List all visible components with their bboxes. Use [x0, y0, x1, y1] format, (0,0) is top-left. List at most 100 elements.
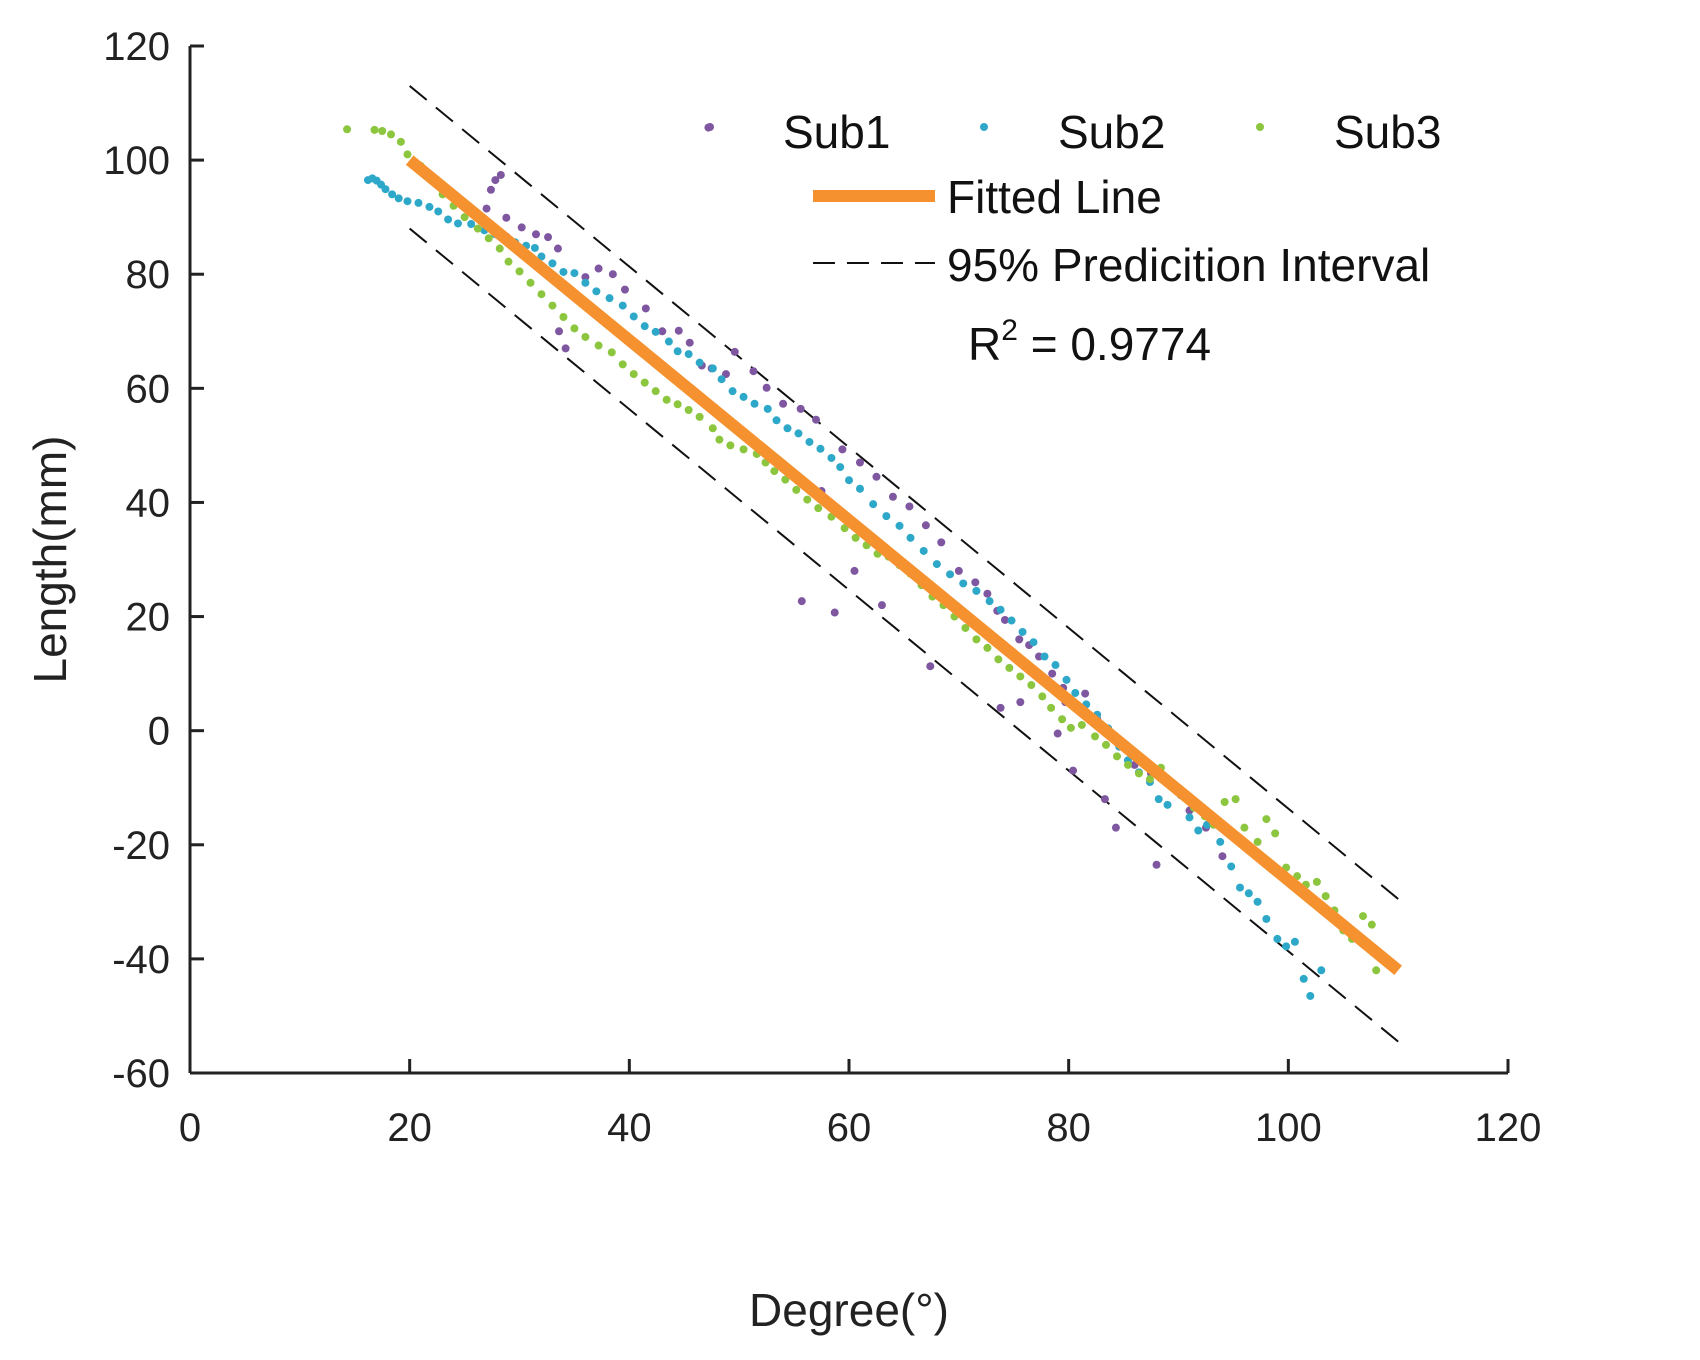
- legend-label-sub3: Sub3: [1334, 106, 1441, 158]
- point-sub1: [1111, 823, 1120, 832]
- point-sub2: [805, 437, 814, 446]
- point-sub3: [739, 445, 748, 454]
- point-sub2: [1262, 914, 1271, 923]
- point-sub2: [1194, 826, 1203, 835]
- point-sub3: [1112, 752, 1121, 761]
- point-sub3: [618, 360, 627, 369]
- point-sub2: [845, 476, 853, 485]
- point-sub2: [946, 570, 955, 579]
- point-sub3: [840, 524, 849, 533]
- point-sub3: [994, 655, 1003, 664]
- point-sub1: [838, 445, 847, 454]
- point-sub3: [662, 395, 671, 404]
- point-sub1: [553, 244, 562, 253]
- ticks: 0 20 40 60 80 100 120 -60 -40 -20 0 20 40 60 80 100 120: [103, 25, 1541, 1150]
- point-sub2: [985, 597, 994, 606]
- point-sub2: [750, 399, 759, 408]
- point-sub2: [1040, 652, 1049, 661]
- point-sub1: [855, 458, 864, 467]
- y-tick-label: 0: [148, 710, 170, 754]
- point-sub2: [1051, 661, 1060, 670]
- y-tick-label: 80: [126, 253, 171, 297]
- point-sub2: [559, 267, 568, 276]
- prediction-interval-lower: [409, 227, 1399, 1043]
- x-tick-label: 80: [1046, 1106, 1091, 1150]
- point-sub2: [388, 190, 397, 199]
- point-sub3: [1102, 740, 1111, 749]
- point-sub1: [658, 327, 667, 336]
- point-sub1: [1015, 635, 1024, 644]
- point-sub2: [1029, 638, 1038, 647]
- point-sub3: [370, 125, 379, 134]
- point-sub3: [559, 313, 568, 322]
- point-sub1: [1069, 766, 1078, 775]
- point-sub1: [971, 578, 980, 587]
- point-sub2: [783, 424, 792, 433]
- point-sub1: [796, 404, 805, 413]
- point-sub2: [1163, 800, 1172, 809]
- point-sub3: [1262, 815, 1271, 824]
- point-sub2: [1236, 883, 1245, 892]
- point-sub2: [906, 533, 915, 542]
- point-sub1: [830, 608, 839, 617]
- point-sub2: [537, 252, 546, 261]
- point-sub2: [739, 392, 748, 401]
- r-squared-annotation: R2 = 0.9774: [968, 314, 1211, 370]
- point-sub1: [1100, 795, 1109, 804]
- point-sub2: [1227, 862, 1236, 871]
- point-sub3: [1359, 912, 1368, 921]
- point-sub1: [926, 662, 935, 671]
- point-sub3: [594, 341, 603, 350]
- point-sub2: [651, 327, 660, 336]
- point-sub2: [592, 287, 601, 296]
- point-sub3: [640, 378, 649, 387]
- point-sub2: [972, 586, 981, 595]
- point-sub3: [1091, 732, 1100, 741]
- fitted-line: [405, 155, 1402, 975]
- point-sub2: [794, 429, 803, 438]
- point-sub3: [1058, 715, 1067, 724]
- point-sub3: [1005, 663, 1014, 672]
- point-sub1: [888, 492, 897, 501]
- legend-label-prediction-interval: 95% Predicition Interval: [947, 239, 1430, 291]
- point-sub1: [482, 204, 491, 213]
- point-sub1: [921, 521, 930, 530]
- point-sub1: [502, 213, 511, 222]
- point-sub1: [877, 601, 886, 610]
- point-sub2: [855, 484, 864, 493]
- point-sub2: [1299, 974, 1308, 983]
- point-sub1: [531, 230, 540, 239]
- point-sub1: [749, 367, 758, 376]
- y-axis-title: Length(mm): [24, 436, 76, 684]
- point-sub2: [836, 463, 845, 472]
- point-sub3: [1253, 837, 1262, 846]
- legend: Sub1 Sub2 Sub3 Fitted Line 95% Prediciti…: [706, 106, 1441, 291]
- point-sub2: [1306, 991, 1315, 1000]
- prediction-interval-upper: [409, 85, 1399, 900]
- point-sub1: [517, 223, 526, 232]
- point-sub2: [467, 220, 476, 229]
- point-sub2: [1253, 897, 1262, 906]
- point-sub3: [1321, 892, 1330, 901]
- point-sub2: [869, 500, 878, 509]
- point-sub3: [343, 125, 352, 134]
- point-sub2: [414, 198, 423, 207]
- point-sub3: [396, 137, 405, 146]
- point-sub3: [781, 475, 790, 484]
- point-sub3: [378, 127, 387, 136]
- point-sub3: [1240, 823, 1249, 832]
- point-sub2: [640, 322, 649, 331]
- point-sub2: [1071, 689, 1080, 698]
- point-sub2: [1185, 813, 1194, 822]
- fitted-line-group: [405, 155, 1402, 975]
- point-sub2: [816, 444, 825, 453]
- point-sub1: [486, 185, 495, 194]
- point-sub3: [570, 324, 579, 333]
- point-sub2: [1273, 934, 1282, 943]
- point-sub1: [1053, 729, 1062, 738]
- point-sub3: [961, 623, 970, 632]
- point-sub1: [581, 273, 590, 282]
- legend-marker-sub2: [980, 123, 988, 131]
